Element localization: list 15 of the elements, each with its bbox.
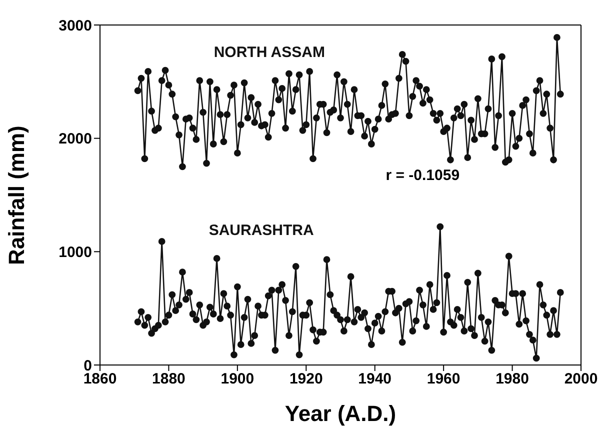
x-tick-label: 1940 [358, 370, 392, 388]
series-label: NORTH ASSAM [214, 44, 325, 61]
x-tick-label: 1920 [289, 370, 323, 388]
x-tick-label: 2000 [564, 370, 598, 388]
x-axis-title: Year (A.D.) [284, 401, 396, 426]
annotation: r = -0.1059 [386, 167, 460, 184]
series-label: SAURASHTRA [208, 222, 314, 239]
x-tick-label: 1900 [220, 370, 254, 388]
x-tick-label: 1880 [152, 370, 186, 388]
y-tick-label: 3000 [58, 17, 92, 34]
x-tick-label: 1960 [426, 370, 460, 388]
y-axis-title: Rainfall (mm) [4, 126, 29, 265]
y-tick-label: 1000 [58, 244, 92, 261]
x-tick-label: 1980 [496, 370, 529, 388]
y-tick-label: 2000 [58, 130, 92, 148]
